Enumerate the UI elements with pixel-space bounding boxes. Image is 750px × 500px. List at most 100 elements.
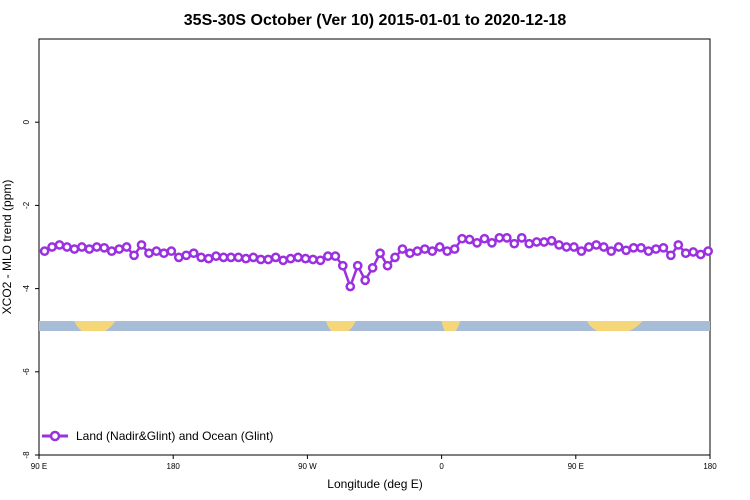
data-point	[606, 246, 617, 257]
data-point	[390, 252, 400, 263]
x-axis-label: Longitude (deg E)	[327, 477, 422, 491]
data-point	[621, 245, 631, 256]
x-axis-ticks: 90 E 180 90 W 0 90 E 180	[31, 455, 717, 471]
data-point	[375, 248, 385, 259]
data-point	[494, 232, 505, 243]
data-point	[479, 233, 490, 244]
data-point	[315, 255, 326, 266]
data-point	[591, 240, 602, 250]
data-point	[427, 246, 438, 257]
x-tick-label: 0	[439, 462, 444, 471]
data-point	[397, 244, 408, 254]
data-point	[196, 252, 207, 263]
data-point	[367, 262, 378, 273]
data-point	[546, 235, 557, 246]
data-point	[569, 242, 579, 252]
y-axis-ticks: 0 -2 -4 -6 -8	[22, 119, 39, 459]
data-point	[419, 244, 430, 254]
data-point	[62, 242, 72, 252]
data-point	[680, 248, 691, 259]
data-point	[106, 246, 117, 257]
data-point	[337, 260, 348, 271]
data-point	[278, 255, 289, 266]
land-span-2	[441, 321, 461, 332]
data-point	[47, 242, 57, 252]
data-point	[382, 260, 393, 271]
data-point	[464, 234, 475, 245]
data-point	[561, 242, 572, 252]
data-point	[54, 240, 65, 250]
data-point	[360, 275, 371, 286]
data-point	[695, 249, 706, 260]
data-point	[643, 246, 654, 257]
data-point	[114, 244, 124, 254]
data-point	[666, 250, 676, 261]
data-point	[442, 246, 453, 257]
data-point	[129, 250, 139, 261]
land-span-1	[326, 321, 356, 332]
y-tick-label: -6	[22, 368, 31, 376]
data-point	[501, 232, 512, 243]
data-point	[524, 238, 535, 249]
x-tick-label: 90 E	[31, 462, 47, 471]
data-point	[531, 237, 542, 247]
x-tick-label: 180	[703, 462, 717, 471]
data-point	[405, 248, 415, 259]
data-point	[270, 252, 281, 263]
data-point	[449, 244, 460, 254]
x-tick-label: 180	[167, 462, 181, 471]
data-point	[188, 248, 199, 259]
data-point	[166, 246, 177, 257]
data-point	[308, 254, 318, 265]
data-point	[703, 246, 713, 257]
data-point	[509, 238, 520, 249]
data-point	[576, 246, 587, 257]
y-tick-label: 0	[22, 119, 31, 124]
data-point	[151, 246, 162, 257]
data-point	[554, 240, 564, 250]
data-point	[218, 252, 229, 263]
data-point	[211, 251, 221, 262]
data-point	[159, 248, 169, 259]
data-point	[39, 246, 50, 257]
data-point	[181, 250, 192, 261]
ocean-bar	[39, 321, 710, 332]
data-point	[598, 242, 609, 252]
y-tick-label: -8	[22, 451, 31, 459]
data-point	[688, 247, 699, 257]
data-point	[487, 237, 497, 248]
data-point	[136, 240, 147, 250]
data-point	[241, 253, 251, 264]
legend: Land (Nadir&Glint) and Ocean (Glint)	[42, 429, 273, 443]
data-point	[434, 242, 445, 252]
data-point	[330, 251, 341, 262]
x-tick-label: 90 W	[298, 462, 317, 471]
legend-label: Land (Nadir&Glint) and Ocean (Glint)	[76, 429, 273, 443]
data-point	[203, 253, 214, 264]
legend-marker	[49, 430, 61, 442]
data-point	[248, 252, 259, 263]
data-point	[77, 242, 87, 252]
data-point	[472, 237, 482, 248]
data-point	[412, 246, 423, 257]
y-axis-label: XCO2 - MLO trend (ppm)	[0, 180, 14, 315]
data-point	[516, 232, 527, 243]
data-point	[583, 242, 594, 252]
data-point	[651, 244, 661, 254]
land-span-3	[586, 321, 643, 332]
data-point	[613, 242, 624, 252]
data-point	[69, 244, 80, 254]
data-point	[121, 242, 132, 252]
data-point	[673, 240, 684, 250]
data-point	[84, 244, 95, 254]
data-point	[539, 237, 549, 247]
data-point	[658, 242, 669, 253]
data-point	[226, 252, 236, 263]
y-tick-label: -2	[22, 201, 31, 209]
data-point	[233, 252, 244, 263]
data-point	[628, 242, 639, 253]
data-point	[144, 248, 154, 259]
surface-type-bar	[39, 321, 710, 332]
data-point	[323, 251, 333, 262]
x-tick-label: 90 E	[568, 462, 584, 471]
